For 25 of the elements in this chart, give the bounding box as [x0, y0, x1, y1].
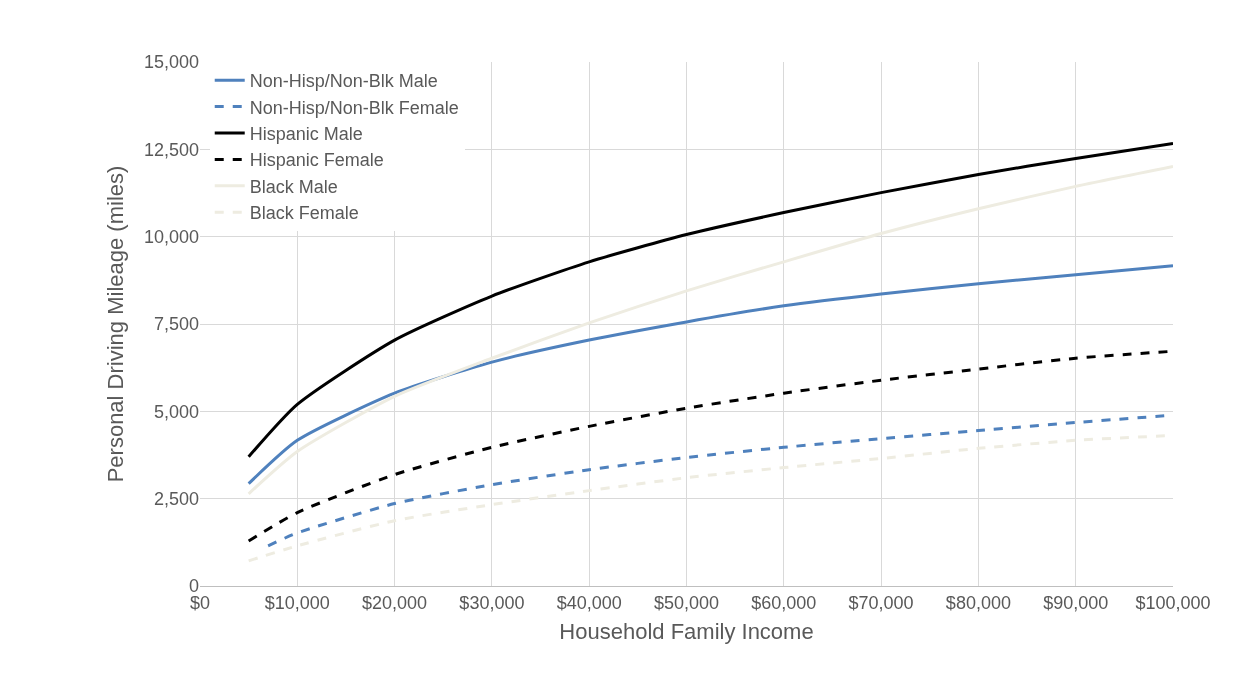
x-tick-label: $80,000	[945, 592, 1011, 613]
x-axis-title: Household Family Income	[559, 619, 814, 645]
x-tick-label: $50,000	[653, 592, 720, 613]
legend-label: Hispanic Male	[249, 124, 363, 145]
x-tick-label: $100,000	[1135, 592, 1211, 613]
y-tick-label: 15,000	[143, 52, 199, 73]
x-tick-label: $70,000	[848, 592, 914, 613]
y-tick-label: 12,500	[143, 139, 199, 160]
legend-label: Hispanic Female	[249, 150, 384, 171]
legend-label: Black Female	[249, 203, 359, 224]
y-tick-label: 7,500	[153, 314, 199, 335]
legend-label: Non-Hisp/Non-Blk Female	[249, 97, 459, 118]
x-tick-label: $90,000	[1043, 592, 1109, 613]
y-tick-label: 5,000	[153, 401, 199, 422]
x-tick-label: $60,000	[751, 592, 817, 613]
y-axis-title: Personal Driving Mileage (miles)	[102, 165, 128, 483]
y-tick-label: 2,500	[153, 488, 199, 509]
line-series	[247, 264, 1173, 486]
y-tick-label: 10,000	[143, 226, 199, 247]
x-tick-label: $20,000	[362, 592, 428, 613]
legend-label: Black Male	[249, 176, 338, 197]
x-tick-label: $30,000	[459, 592, 525, 613]
x-tick-label: $40,000	[556, 592, 622, 613]
x-tick-label: $10,000	[264, 592, 330, 613]
legend-label: Non-Hisp/Non-Blk Male	[249, 71, 438, 92]
